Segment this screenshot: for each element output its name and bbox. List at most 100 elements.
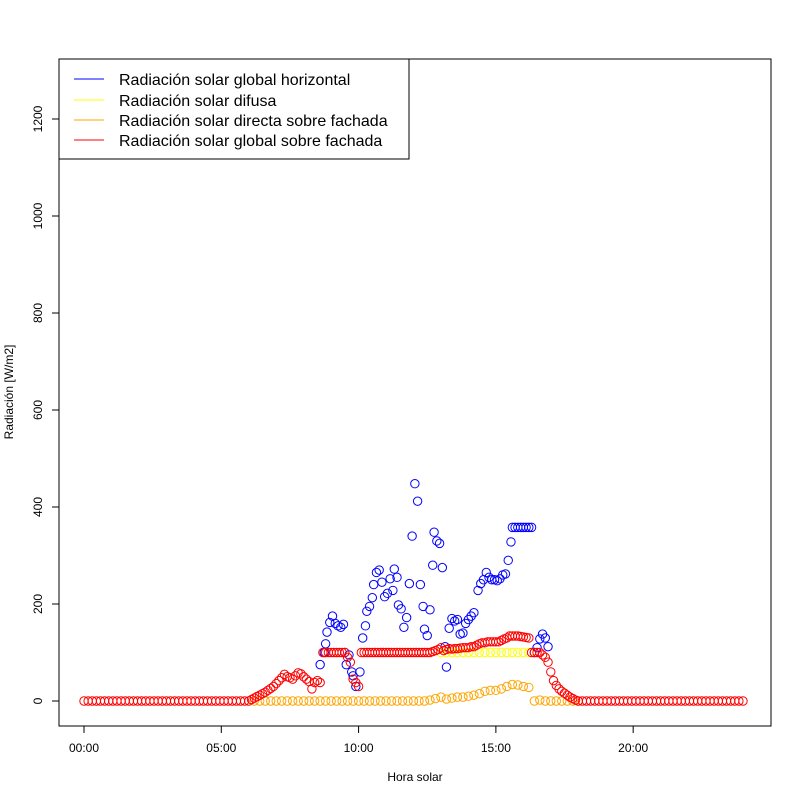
y-tick-label: 600 [31,400,45,420]
data-point [526,522,537,533]
data-point [551,680,561,691]
data-point [548,675,559,686]
data-point [407,531,417,541]
data-point [408,696,419,706]
data-point [364,601,375,612]
data-point [396,604,406,614]
data-point [485,685,496,696]
data-point [493,637,504,647]
data-point [320,696,331,706]
data-point [434,538,445,549]
data-point [315,677,325,688]
data-point [502,647,512,658]
data-point [370,696,380,706]
legend: Radiación solar global horizontal Radiac… [58,58,410,160]
y-tick-label: 1000 [31,202,45,229]
data-point [307,684,317,694]
data-point [362,606,372,616]
data-point [342,696,353,706]
data-point [480,686,490,696]
data-point [271,678,281,689]
data-point [447,693,457,703]
data-point [524,522,534,533]
data-point [367,592,378,603]
data-point [338,619,349,630]
data-point [375,696,386,706]
data-point [565,692,575,702]
data-point [441,662,452,672]
data-point [257,689,268,699]
data-point [340,647,350,658]
data-point [524,682,534,693]
y-axis: 0 200 400 600 800 1000 1200 [31,105,60,704]
data-point [507,647,518,658]
data-point [480,647,490,658]
data-point [568,693,578,704]
data-point [529,647,540,658]
data-point [496,684,507,694]
data-point [334,647,345,658]
data-point [521,522,531,533]
data-point [469,608,479,618]
data-point [469,641,479,652]
data-point [403,696,413,706]
data-point [296,669,306,679]
data-point [481,567,491,578]
data-point [537,650,548,660]
data-point [546,696,556,706]
data-point [348,671,358,681]
x-tick-label: 15:00 [481,741,511,755]
legend-box [58,58,410,160]
data-point [399,622,409,632]
data-point [491,637,501,647]
data-point [279,669,290,680]
data-point [336,622,346,632]
data-point [503,555,513,566]
data-point [287,674,298,684]
data-point [252,691,262,702]
data-point [374,565,384,575]
data-point [277,696,287,706]
x-tick-label: 00:00 [69,741,99,755]
data-point [331,696,342,706]
data-point [315,696,325,706]
data-point [419,696,430,706]
data-point [348,696,358,706]
data-point [401,612,412,623]
data-point [392,696,402,706]
x-axis-title: Hora solar [387,770,442,784]
data-point [388,585,398,596]
data-point [496,635,507,646]
data-point [466,641,476,652]
data-point [535,695,545,705]
data-point [540,633,550,643]
data-point [452,692,463,702]
data-point [422,630,432,641]
legend-label-global-fachada: Radiación solar global sobre fachada [119,133,382,150]
data-points [79,479,748,706]
x-tick-label: 20:00 [618,741,648,755]
data-point [535,647,545,658]
data-point [379,592,390,602]
data-point [412,496,423,506]
data-point [315,659,325,670]
y-tick-label: 200 [31,594,45,614]
data-point [358,633,368,643]
data-point [436,692,446,702]
data-point [301,674,312,684]
data-point [458,692,468,702]
data-point [385,574,395,584]
data-point [463,647,474,658]
x-axis: 00:00 05:00 10:00 15:00 20:00 [69,725,649,755]
data-point [444,623,454,633]
data-point [355,667,365,677]
series-1 [315,479,553,692]
data-point [326,696,336,706]
data-point [244,696,254,706]
data-point [543,641,553,652]
data-point [249,693,259,703]
data-point [546,667,556,677]
data-point [466,611,476,621]
data-point [414,696,424,706]
data-point [312,675,323,686]
